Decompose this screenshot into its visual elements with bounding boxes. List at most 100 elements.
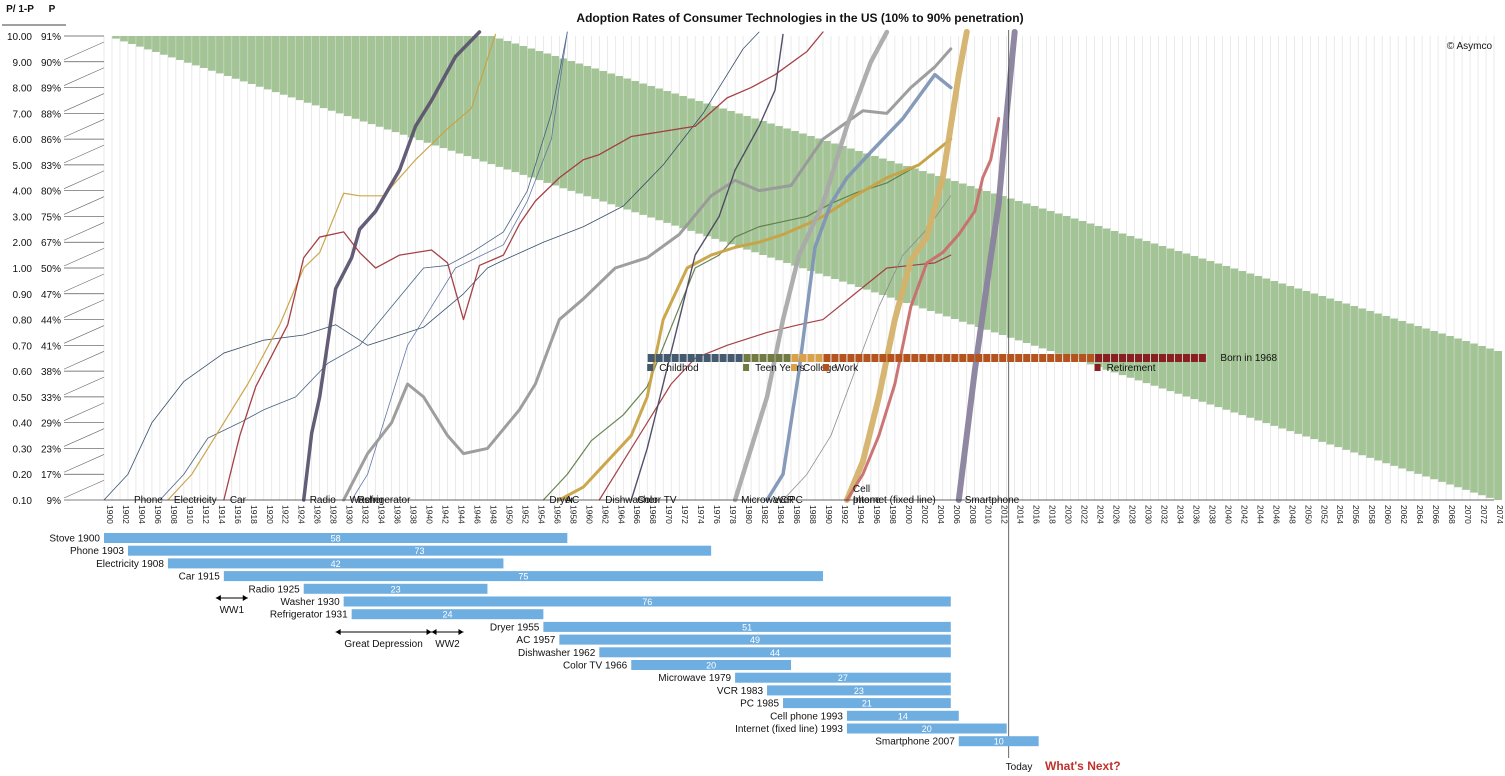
x-tick-label: 1932 <box>361 505 371 524</box>
y-tick-odds: 0.20 <box>13 470 33 481</box>
y-tick-connector <box>63 402 105 421</box>
phase-marker <box>743 364 750 371</box>
lifeline-cell <box>815 354 823 362</box>
duration-bar <box>767 685 951 696</box>
y-tick-odds: 0.50 <box>13 393 33 404</box>
x-tick-label: 2072 <box>1479 505 1489 524</box>
lifeline-cell <box>711 354 719 362</box>
arrow-head-right <box>242 595 248 601</box>
lifeline-cell <box>895 354 903 362</box>
phase-marker <box>791 364 798 371</box>
series-line <box>732 29 890 503</box>
duration-bar <box>223 571 823 582</box>
lifeline-cell <box>975 354 983 362</box>
y-tick-percent: 44% <box>41 316 61 327</box>
x-tick-label: 2004 <box>936 505 946 524</box>
y-tick-odds: 0.70 <box>13 341 33 352</box>
adoption-area <box>104 36 1502 500</box>
bar-label: PC 1985 <box>740 699 779 710</box>
bar-label: Cell phone 1993 <box>770 711 843 722</box>
y-tick-percent: 89% <box>41 84 61 95</box>
technology-label: VCR <box>773 495 794 506</box>
bar-label: Dryer 1955 <box>490 622 540 633</box>
duration-bar <box>104 533 568 543</box>
lifeline-cell <box>1063 354 1071 362</box>
bar-label: Car 1915 <box>179 572 221 583</box>
lifeline-cell <box>1087 354 1095 362</box>
y-tick-connector <box>63 170 105 189</box>
lifeline-cell <box>1031 354 1039 362</box>
lifeline-cell <box>1198 354 1206 362</box>
lifeline-cell <box>1190 354 1198 362</box>
x-tick-label: 2052 <box>1319 505 1329 524</box>
lifeline-cell <box>1174 354 1182 362</box>
duration-value: 75 <box>518 572 528 582</box>
y-tick-percent: 17% <box>41 470 61 481</box>
y-tick-percent: 50% <box>41 264 61 275</box>
duration-bar <box>351 609 544 620</box>
x-tick-label: 2030 <box>1144 505 1154 524</box>
lifeline-cell <box>951 354 959 362</box>
duration-value: 44 <box>770 648 780 658</box>
y-tick-odds: 9.00 <box>13 58 33 69</box>
technology-label: Phone <box>134 495 163 506</box>
series-line <box>630 33 784 501</box>
lifeline-cell <box>911 354 919 362</box>
x-tick-label: 2028 <box>1128 505 1138 524</box>
duration-bar <box>559 634 951 645</box>
technology-label: phone <box>853 495 881 506</box>
x-tick-label: 2002 <box>920 505 930 524</box>
lifeline-cell <box>1015 354 1023 362</box>
x-tick-label: 2054 <box>1335 505 1345 524</box>
lifeline-cell <box>1103 354 1111 362</box>
arrow-head-right <box>426 629 432 635</box>
duration-value: 49 <box>750 635 760 645</box>
x-tick-label: 2042 <box>1239 505 1249 524</box>
lifeline-cell <box>823 354 831 362</box>
y-tick-connector <box>63 325 105 344</box>
bar-label: VCR 1983 <box>717 686 764 697</box>
lifeline-cell <box>1182 354 1190 362</box>
bar-label: Electricity 1908 <box>96 559 164 570</box>
bar-label: Radio 1925 <box>249 584 301 595</box>
x-tick-label: 1940 <box>425 505 435 524</box>
x-tick-label: 2040 <box>1223 505 1233 524</box>
arrow-head-left <box>215 595 221 601</box>
lifeline-cell <box>983 354 991 362</box>
x-tick-label: 2032 <box>1159 505 1169 524</box>
duration-bar <box>631 660 792 670</box>
copyright: © Asymco <box>1447 41 1493 52</box>
duration-bars: 58 Stove 1900 73 Phone 1903 42 Electricity 19… <box>49 533 1039 748</box>
duration-bar <box>599 647 951 658</box>
series-line <box>103 31 760 501</box>
x-tick-label: 2016 <box>1032 505 1042 524</box>
lifeline-cell <box>863 354 871 362</box>
lifeline-cell <box>1150 354 1158 362</box>
x-tick-label: 1904 <box>137 505 147 524</box>
lifeline-cell <box>719 354 727 362</box>
lifeline-cell <box>695 354 703 362</box>
annotation-label: WW1 <box>220 605 245 616</box>
y-tick-connector <box>63 93 105 112</box>
x-tick-label: 1938 <box>409 505 419 524</box>
x-tick-label: 1978 <box>728 505 738 524</box>
x-tick-label: 2048 <box>1287 505 1297 524</box>
grid <box>103 36 1495 500</box>
arrow-head-right <box>458 629 464 635</box>
y-tick-connector <box>63 351 105 370</box>
lifeline-cell <box>655 354 663 362</box>
y-tick-odds: 10.00 <box>7 32 32 43</box>
x-tick-label: 2014 <box>1016 505 1026 524</box>
y-tick-percent: 47% <box>41 290 61 301</box>
x-tick-label: 1988 <box>808 505 818 524</box>
x-tick-label: 2000 <box>904 505 914 524</box>
y-tick-percent: 41% <box>41 341 61 352</box>
technology-label: Smartphone <box>965 495 1020 506</box>
x-tick-label: 2038 <box>1207 505 1217 524</box>
phase-label: Retirement <box>1107 363 1156 374</box>
x-tick-label: 1944 <box>456 505 466 524</box>
y-tick-odds: 5.00 <box>13 161 33 172</box>
duration-value: 76 <box>642 597 652 607</box>
y-tick-percent: 9% <box>47 496 62 507</box>
lifeline-cell <box>1055 354 1063 362</box>
